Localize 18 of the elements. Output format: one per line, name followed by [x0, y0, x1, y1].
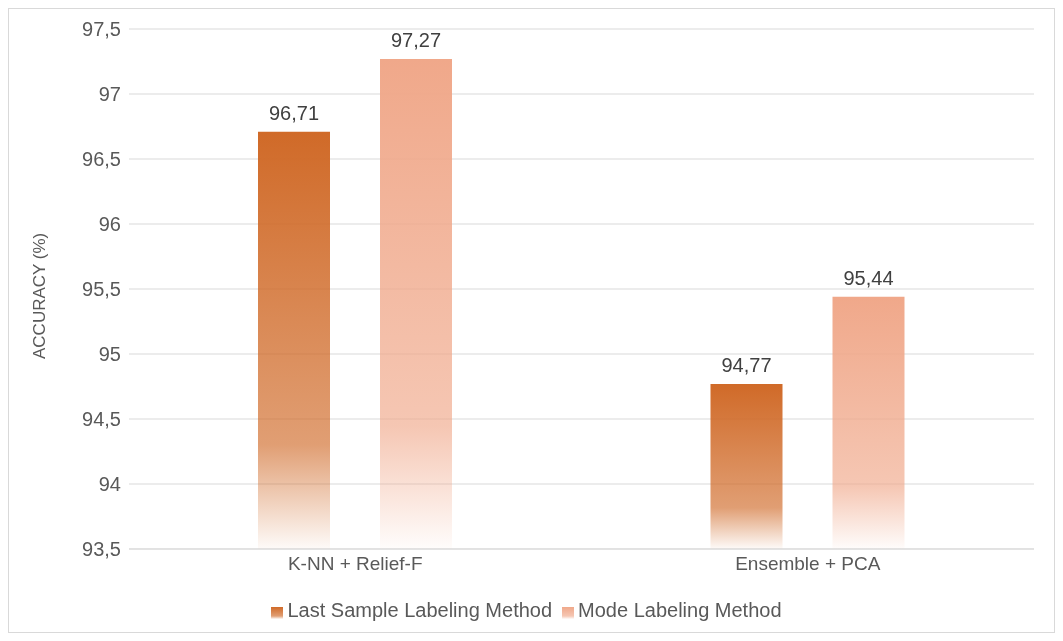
y-tick-label: 96,5 — [82, 148, 121, 171]
y-tick-label: 96 — [98, 213, 121, 236]
y-tick-label: 95,5 — [82, 278, 121, 301]
legend-label: Mode Labeling Method — [578, 599, 782, 621]
data-label: 97,27 — [390, 28, 442, 51]
y-tick-label: 95 — [98, 343, 121, 366]
x-tick-label: Ensemble + PCA — [735, 553, 881, 575]
y-axis-title: ACCURACY (%) — [30, 232, 50, 359]
y-tick-label: 97,5 — [82, 18, 121, 41]
data-label: 94,77 — [721, 353, 772, 376]
data-label: 96,71 — [268, 101, 320, 124]
data-label: 95,44 — [843, 266, 894, 289]
y-tick-label: 94 — [98, 473, 121, 496]
legend-label: Last Sample Labeling Method — [287, 599, 553, 621]
y-tick-label: 97 — [98, 83, 121, 106]
y-tick-label: 93,5 — [82, 538, 121, 561]
x-tick-label: K-NN + Relief-F — [287, 553, 423, 575]
y-tick-label: 94,5 — [82, 408, 121, 431]
